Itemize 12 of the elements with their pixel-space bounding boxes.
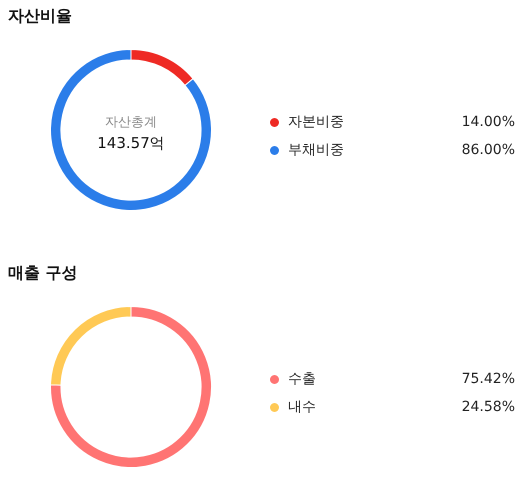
- legend-label: 부채비중: [288, 141, 345, 159]
- chart-title: 자산비율: [8, 6, 72, 27]
- text: 자산총계: [104, 114, 158, 132]
- data-label: 24.58%: [462, 399, 515, 415]
- data-label: 75.42%: [462, 371, 515, 387]
- legend-label: 자본비중: [288, 113, 345, 131]
- legend-label: 내수: [288, 398, 317, 416]
- data-label: 86.00%: [462, 142, 515, 158]
- data-label: 14.00%: [462, 114, 515, 130]
- text: 143.57억: [96, 133, 166, 153]
- legend-label: 수출: [288, 370, 317, 388]
- chart-title: 매출 구성: [8, 263, 78, 284]
